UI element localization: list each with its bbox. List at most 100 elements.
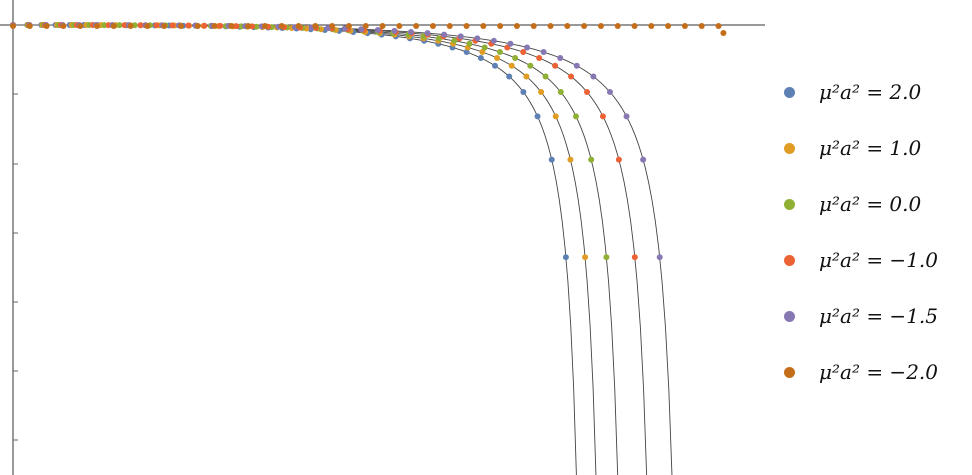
data-point (429, 23, 436, 29)
data-point (597, 23, 604, 29)
data-point (110, 23, 117, 29)
legend-label: μ²a² = 1.0 (819, 136, 922, 160)
data-point (10, 23, 16, 29)
data-point (547, 23, 554, 29)
data-point (233, 23, 240, 30)
data-point (391, 27, 398, 34)
data-point (552, 62, 559, 69)
data-point (374, 27, 381, 33)
data-point (496, 49, 503, 56)
data-point (396, 23, 403, 29)
data-point (477, 54, 484, 61)
axes (0, 0, 765, 475)
data-point (474, 35, 481, 42)
legend-item-series-3: μ²a² = 0.0 (784, 184, 921, 224)
data-point (185, 22, 192, 29)
data-point (77, 23, 84, 29)
data-point (463, 23, 470, 29)
data-point (538, 89, 545, 96)
data-point (127, 23, 134, 29)
data-point (341, 25, 348, 32)
data-point (572, 113, 579, 120)
data-point (520, 89, 527, 96)
legend-label: μ²a² = −1.0 (819, 248, 938, 272)
data-point (631, 254, 638, 261)
legend-label: μ²a² = −2.0 (819, 360, 938, 384)
data-point (121, 22, 128, 29)
data-point (542, 73, 549, 80)
data-point (548, 156, 555, 163)
data-point (492, 62, 499, 69)
data-point (312, 23, 319, 29)
data-point (573, 62, 580, 69)
data-point (524, 44, 531, 51)
legend-label: μ²a² = 2.0 (819, 80, 922, 104)
legend-item-series-1: μ²a² = 2.0 (784, 72, 921, 112)
data-point (169, 22, 176, 29)
data-point (153, 22, 160, 29)
data-point (507, 40, 514, 47)
legend-item-series-4: μ²a² = −1.0 (784, 240, 938, 280)
data-point (520, 49, 527, 56)
data-point (557, 54, 564, 61)
data-point (446, 23, 453, 29)
data-point (60, 23, 67, 29)
legend-marker (784, 254, 795, 266)
data-point (479, 49, 486, 56)
legend-item-series-5: μ²a² = −1.5 (784, 296, 938, 336)
data-point (407, 28, 414, 35)
data-point (211, 23, 218, 29)
data-point (530, 23, 537, 29)
data-point (424, 30, 431, 37)
data-point (720, 30, 727, 36)
data-point (513, 23, 520, 29)
legend-label: μ²a² = 0.0 (819, 192, 922, 216)
data-point (665, 23, 672, 29)
data-point (116, 22, 123, 29)
data-point (640, 156, 647, 163)
legend-marker (784, 366, 795, 378)
data-point (623, 113, 630, 120)
data-point (144, 23, 151, 29)
data-point (527, 62, 534, 69)
data-point (581, 23, 588, 29)
data-point (615, 156, 622, 163)
data-point (490, 37, 497, 44)
legend-marker (784, 198, 795, 210)
legend-marker (784, 142, 795, 154)
y-ticks (13, 93, 18, 441)
data-point (466, 40, 473, 47)
data-point (43, 23, 50, 29)
data-point (568, 73, 575, 80)
data-point (194, 23, 201, 29)
series-curve (13, 24, 673, 475)
data-point (603, 254, 610, 261)
data-point (552, 113, 559, 120)
data-point (534, 113, 541, 120)
data-point (715, 23, 722, 29)
legend-marker (784, 86, 795, 98)
data-point (508, 62, 515, 69)
data-point (278, 23, 285, 29)
data-point (588, 156, 595, 163)
data-point (494, 54, 501, 61)
data-point (681, 23, 688, 29)
data-point (161, 23, 168, 29)
data-point (436, 35, 443, 42)
series-curve (13, 24, 619, 475)
data-point (228, 23, 235, 29)
legend-marker (784, 310, 795, 322)
data-point (590, 73, 597, 80)
data-point (177, 23, 184, 29)
data-point (523, 73, 530, 80)
data-point (261, 23, 268, 29)
series-curve (13, 24, 648, 475)
data-points (10, 22, 727, 261)
data-point (631, 23, 638, 29)
data-point (201, 22, 208, 29)
data-point (295, 23, 302, 29)
data-point (599, 113, 606, 120)
data-point (582, 254, 589, 261)
data-point (329, 23, 336, 29)
